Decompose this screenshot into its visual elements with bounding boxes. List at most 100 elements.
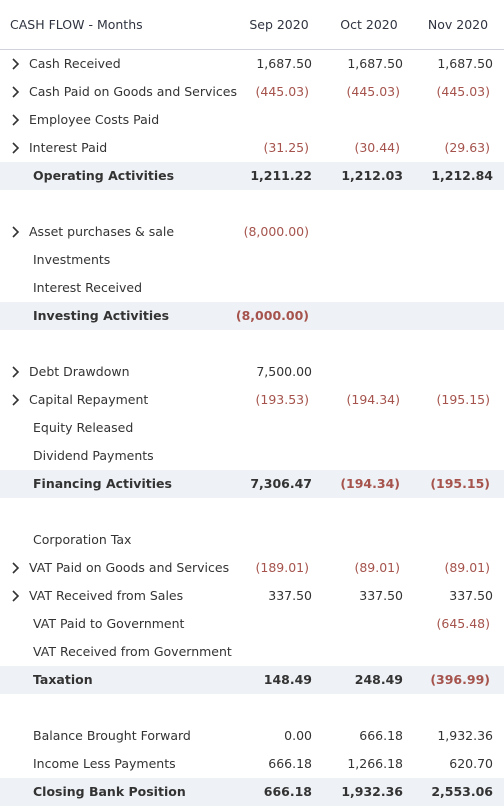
row-label: Interest Received	[33, 280, 143, 295]
row-label: Capital Repayment	[29, 392, 149, 407]
row-label: Asset purchases & sale	[29, 224, 175, 239]
table-row: Dividend Payments	[0, 442, 504, 470]
subtotal-row: Financing Activities 7,306.47 (194.34) (195…	[0, 470, 504, 498]
column-header: Oct 2020	[340, 17, 398, 32]
amount-cell: (193.53)	[255, 392, 310, 407]
amount-cell: 337.50	[449, 588, 493, 603]
column-header: Sep 2020	[249, 17, 309, 32]
row-label: Debt Drawdown	[29, 364, 130, 379]
amount-cell: 666.18	[263, 784, 312, 799]
amount-cell: (445.03)	[255, 84, 310, 99]
row-label: Investments	[33, 252, 111, 267]
row-label: Dividend Payments	[33, 448, 154, 463]
amount-cell: 148.49	[263, 672, 312, 687]
expand-chevron[interactable]	[11, 366, 21, 378]
row-label: VAT Paid to Government	[33, 616, 185, 631]
table-row[interactable]: VAT Paid on Goods and Services (189.01) (8…	[0, 554, 504, 582]
amount-cell: (8,000.00)	[235, 308, 309, 323]
amount-cell: (194.34)	[346, 392, 401, 407]
row-label: Equity Released	[33, 420, 134, 435]
amount-cell: (31.25)	[263, 140, 309, 155]
subtotal-row: Taxation 148.49 248.49 (396.99)	[0, 666, 504, 694]
amount-cell: 1,211.22	[250, 168, 312, 183]
amount-cell: (8,000.00)	[243, 224, 309, 239]
subtotal-label: Operating Activities	[33, 168, 175, 183]
row-label: Balance Brought Forward	[33, 728, 191, 743]
amount-cell: (194.34)	[340, 476, 400, 491]
amount-cell: (445.03)	[346, 84, 401, 99]
table-row[interactable]: Debt Drawdown 7,500.00	[0, 358, 504, 386]
amount-cell: 1,212.84	[431, 168, 493, 183]
subtotal-row: Operating Activities 1,211.22 1,212.03 1,21…	[0, 162, 504, 190]
row-label: Interest Paid	[29, 140, 108, 155]
row-label: VAT Received from Government	[33, 644, 232, 659]
expand-chevron[interactable]	[11, 590, 21, 602]
amount-cell: 0.00	[284, 728, 312, 743]
row-label: VAT Received from Sales	[29, 588, 184, 603]
amount-cell: 1,687.50	[437, 56, 493, 71]
table-row[interactable]: Asset purchases & sale (8,000.00)	[0, 218, 504, 246]
expand-chevron[interactable]	[11, 562, 21, 574]
amount-cell: (195.15)	[430, 476, 490, 491]
row-label: Employee Costs Paid	[29, 112, 160, 127]
table-header: CASH FLOW - Months Sep 2020 Oct 2020 Nov 2…	[0, 0, 504, 50]
subtotal-row: Closing Bank Position 666.18 1,932.36 2,553…	[0, 778, 504, 806]
amount-cell: (89.01)	[354, 560, 400, 575]
column-header: Nov 2020	[427, 17, 489, 32]
subtotal-row: Investing Activities (8,000.00)	[0, 302, 504, 330]
subtotal-label: Investing Activities	[33, 308, 170, 323]
amount-cell: (445.03)	[436, 84, 491, 99]
amount-cell: 666.18	[268, 756, 312, 771]
table-title: CASH FLOW - Months	[10, 17, 143, 32]
amount-cell: 1,932.36	[437, 728, 493, 743]
expand-chevron[interactable]	[11, 394, 21, 406]
amount-cell: 2,553.06	[431, 784, 493, 799]
table-row: VAT Received from Government	[0, 638, 504, 666]
amount-cell: 620.70	[449, 756, 493, 771]
subtotal-label: Closing Bank Position	[33, 784, 186, 799]
amount-cell: 1,212.03	[341, 168, 403, 183]
table-row[interactable]: Employee Costs Paid	[0, 106, 504, 134]
row-label: Cash Received	[29, 56, 121, 71]
subtotal-label: Financing Activities	[33, 476, 172, 491]
amount-cell: 337.50	[359, 588, 403, 603]
row-label: Cash Paid on Goods and Services	[29, 84, 237, 99]
subtotal-label: Taxation	[33, 672, 93, 687]
amount-cell: (30.44)	[354, 140, 400, 155]
table-row: Income Less Payments 666.18 1,266.18 620.70	[0, 750, 504, 778]
table-row[interactable]: Cash Paid on Goods and Services (445.03) (…	[0, 78, 504, 106]
amount-cell: 7,500.00	[256, 364, 312, 379]
row-label: Income Less Payments	[33, 756, 176, 771]
amount-cell: (195.15)	[436, 392, 491, 407]
expand-chevron[interactable]	[11, 114, 21, 126]
amount-cell: (189.01)	[255, 560, 310, 575]
amount-cell: (29.63)	[444, 140, 490, 155]
amount-cell: 1,266.18	[347, 756, 403, 771]
table-row[interactable]: VAT Received from Sales 337.50 337.50 337.5…	[0, 582, 504, 610]
table-row[interactable]: Interest Paid (31.25) (30.44) (29.63)	[0, 134, 504, 162]
table-row: Interest Received	[0, 274, 504, 302]
expand-chevron[interactable]	[11, 226, 21, 238]
amount-cell: (89.01)	[444, 560, 490, 575]
expand-chevron[interactable]	[11, 58, 21, 70]
table-row[interactable]: Cash Received 1,687.50 1,687.50 1,687.50	[0, 50, 504, 78]
table-row: Equity Released	[0, 414, 504, 442]
row-label: VAT Paid on Goods and Services	[29, 560, 230, 575]
amount-cell: 1,687.50	[347, 56, 403, 71]
amount-cell: 1,687.50	[256, 56, 312, 71]
row-label: Corporation Tax	[33, 532, 132, 547]
table-row: Investments	[0, 246, 504, 274]
amount-cell: (396.99)	[430, 672, 490, 687]
table-row: Balance Brought Forward 0.00 666.18 1,932.3…	[0, 722, 504, 750]
expand-chevron[interactable]	[11, 142, 21, 154]
amount-cell: 1,932.36	[341, 784, 403, 799]
amount-cell: 248.49	[354, 672, 403, 687]
amount-cell: (645.48)	[436, 616, 491, 631]
amount-cell: 337.50	[268, 588, 312, 603]
table-row: Corporation Tax	[0, 526, 504, 554]
amount-cell: 666.18	[359, 728, 403, 743]
amount-cell: 7,306.47	[250, 476, 312, 491]
expand-chevron[interactable]	[11, 86, 21, 98]
table-row[interactable]: Capital Repayment (193.53) (194.34) (195.15…	[0, 386, 504, 414]
